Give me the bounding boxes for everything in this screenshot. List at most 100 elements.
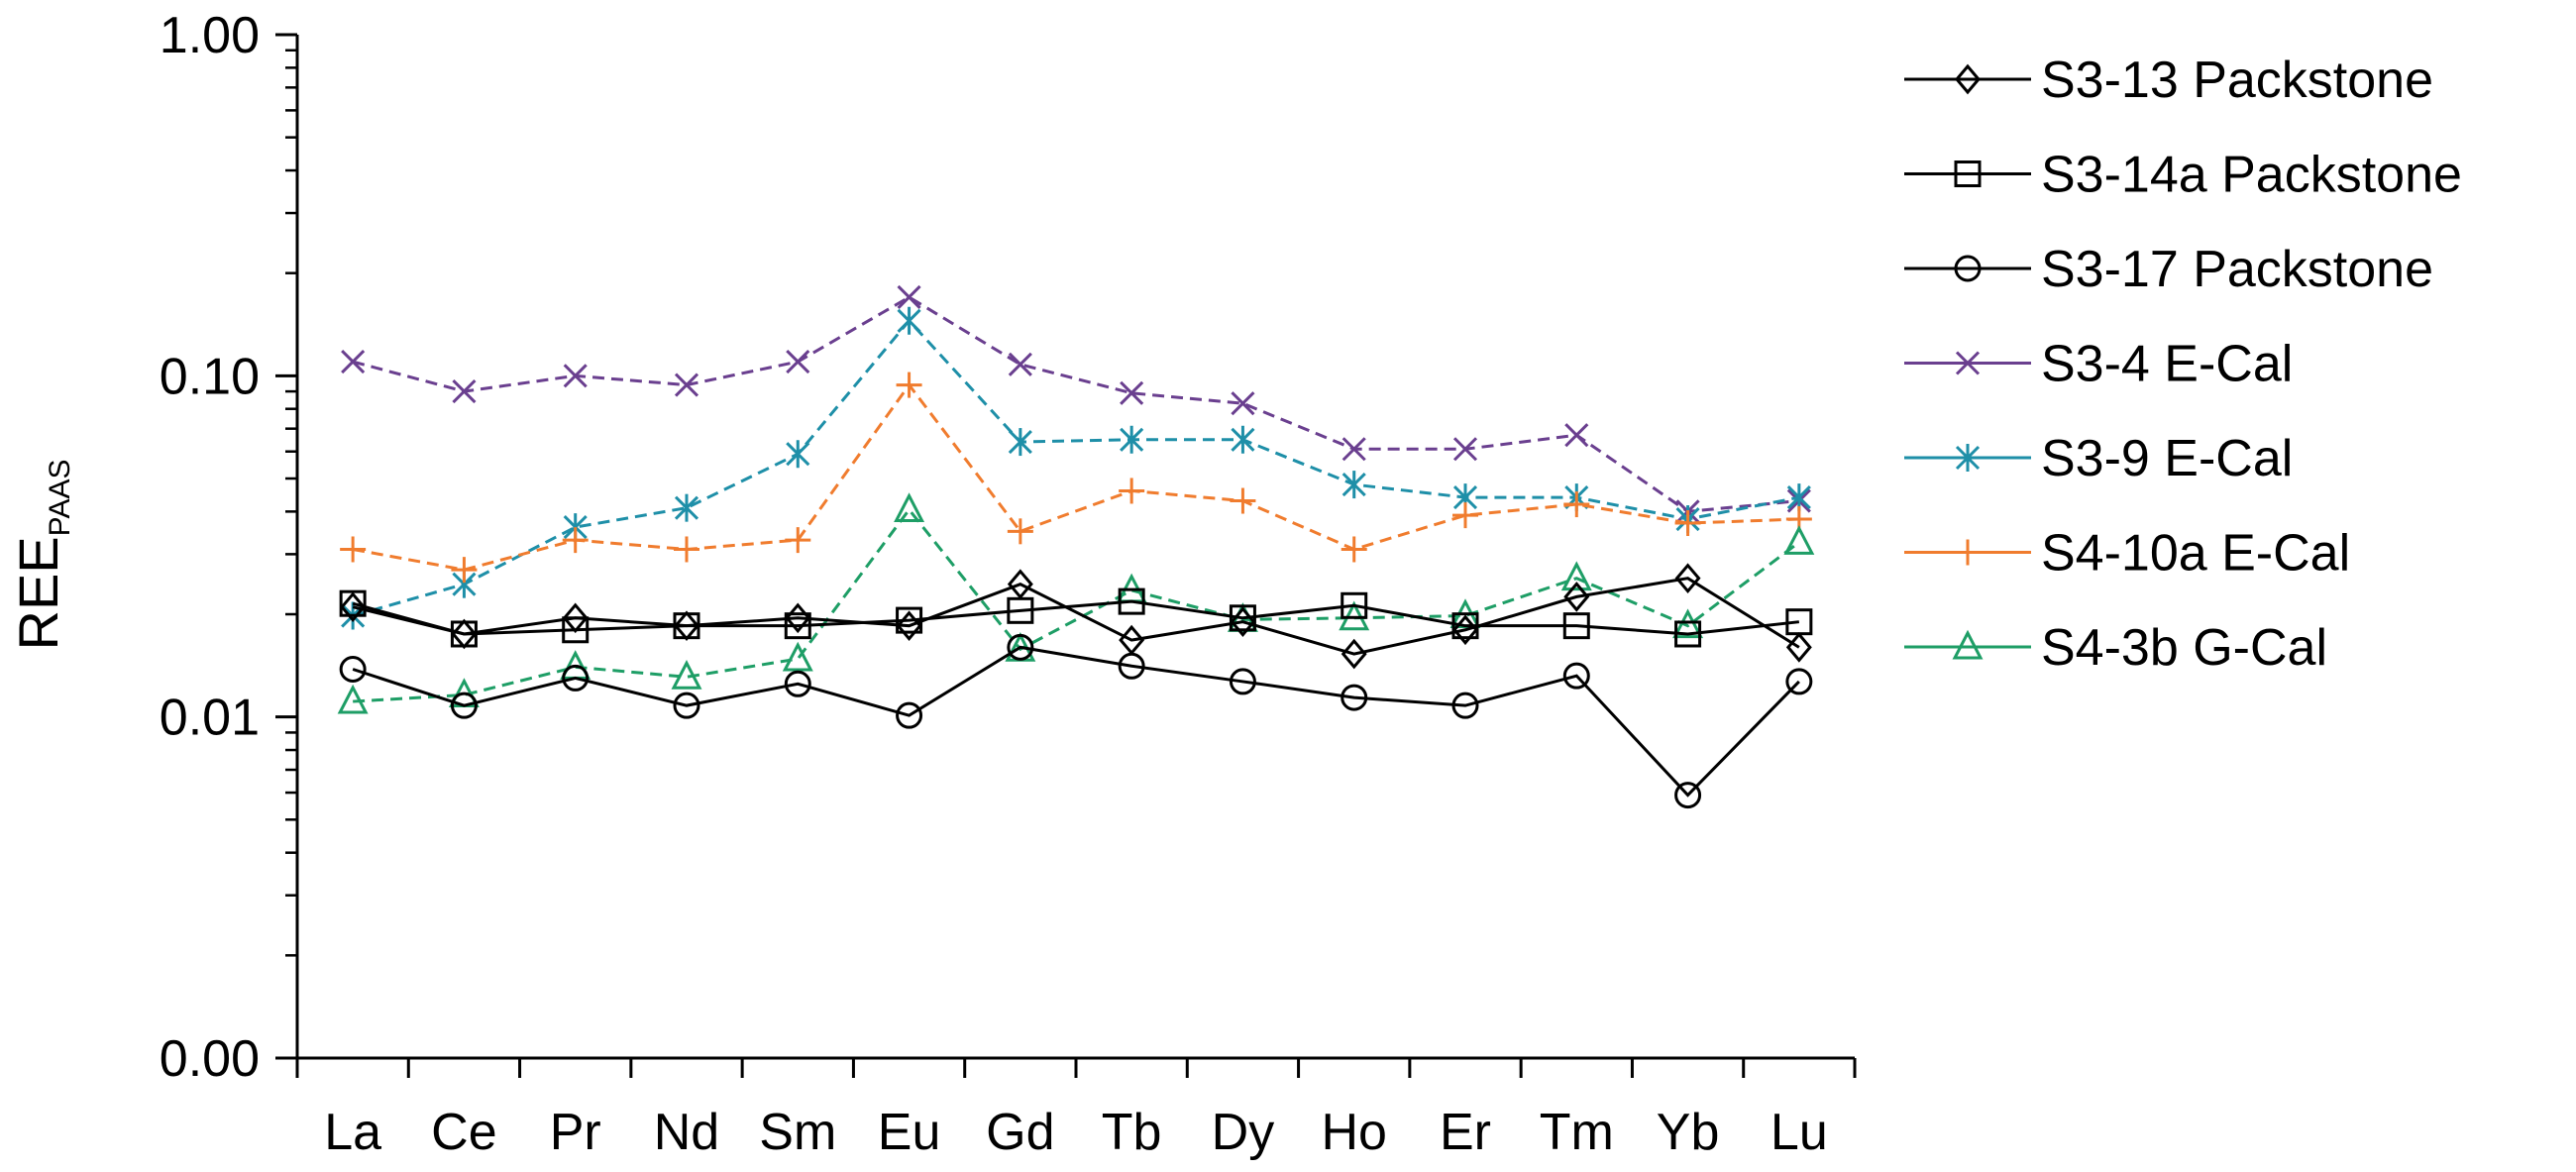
x-tick-label: Yb	[1657, 1104, 1720, 1161]
legend-label: S3-17 Packstone	[2041, 241, 2433, 298]
data-point	[1342, 471, 1366, 499]
series-4	[341, 306, 1811, 630]
data-point	[563, 364, 588, 388]
legend-label: S3-13 Packstone	[2041, 52, 2433, 109]
data-point	[341, 350, 366, 374]
x-tick-label: Ce	[431, 1104, 496, 1161]
data-point	[896, 372, 922, 398]
series-line	[352, 577, 1800, 656]
data-point	[1342, 437, 1366, 462]
data-point	[1229, 668, 1256, 695]
legend-marker	[1954, 160, 1982, 187]
data-point	[897, 284, 921, 310]
data-point	[894, 492, 925, 522]
data-point	[1785, 668, 1813, 695]
data-point	[562, 616, 590, 644]
data-point	[1562, 662, 1590, 690]
data-point	[1563, 491, 1590, 518]
data-point	[1452, 437, 1478, 462]
data-point	[1341, 684, 1368, 711]
legend-marker	[1955, 444, 1981, 472]
data-point	[452, 379, 477, 404]
series-2	[339, 633, 1813, 809]
data-point	[673, 612, 700, 640]
legend-entry: S4-10a E-Cal	[1904, 525, 2350, 583]
series-5	[340, 372, 1812, 584]
data-point	[1785, 632, 1812, 663]
data-point	[674, 536, 699, 563]
data-point	[1341, 638, 1367, 670]
data-point	[896, 701, 923, 729]
data-point	[1674, 510, 1701, 537]
data-point	[896, 606, 923, 634]
data-point	[1564, 423, 1589, 448]
data-point	[782, 641, 813, 672]
data-point	[671, 660, 702, 690]
y-tick-label: 0.10	[160, 348, 260, 405]
legend-label: S4-3b G-Cal	[2041, 619, 2327, 677]
x-tick-label: La	[324, 1104, 381, 1161]
y-tick-label: 0.01	[160, 690, 260, 747]
x-tick-label: Eu	[878, 1104, 941, 1161]
y-tick-label: 0.00	[160, 1030, 260, 1088]
data-point	[339, 656, 367, 684]
legend-entry: S3-4 E-Cal	[1904, 336, 2293, 393]
data-point	[1785, 608, 1813, 636]
x-tick-label: Nd	[654, 1104, 719, 1161]
x-tick-label: Dy	[1212, 1104, 1275, 1161]
axes: 1.00 0.10 0.01 0.00 La Ce Pr Nd Sm Eu Gd Tb Dy Ho Er Tm…	[160, 7, 1857, 1161]
data-point	[786, 350, 810, 374]
x-tick-label: Tm	[1540, 1104, 1614, 1161]
data-point	[339, 589, 367, 617]
legend-entry: S3-9 E-Cal	[1904, 430, 2293, 487]
data-point	[1118, 587, 1145, 615]
data-point	[1007, 596, 1034, 624]
data-point	[451, 557, 478, 584]
data-point	[674, 373, 699, 397]
series-line	[352, 599, 1800, 636]
data-point	[1120, 380, 1144, 405]
legend-marker	[1955, 351, 1981, 375]
legend-label: S3-4 E-Cal	[2041, 336, 2293, 393]
legend-marker	[1954, 255, 1982, 282]
data-point	[1560, 561, 1592, 591]
data-point	[1120, 425, 1144, 454]
x-tick-label: Sm	[759, 1104, 836, 1161]
legend-entry: S3-17 Packstone	[1904, 241, 2433, 298]
legend-marker	[1955, 63, 1981, 95]
data-point	[1007, 569, 1033, 599]
y-tick-label: 1.00	[160, 7, 260, 64]
legend-entry: S3-13 Packstone	[1904, 52, 2433, 109]
series-3	[341, 284, 1811, 524]
x-tick-label: Gd	[986, 1104, 1054, 1161]
data-point	[450, 620, 478, 648]
series-line	[353, 507, 1800, 703]
data-point	[450, 692, 478, 719]
data-point	[562, 527, 589, 554]
data-point	[784, 612, 811, 640]
series-6	[337, 492, 1815, 714]
data-point	[1451, 612, 1479, 640]
x-tick-label: Lu	[1771, 1104, 1828, 1161]
legend-label: S3-14a Packstone	[2041, 147, 2462, 204]
x-tick-label: Tb	[1102, 1104, 1162, 1161]
legend-marker	[1955, 539, 1981, 566]
legend-label: S4-10a E-Cal	[2041, 525, 2350, 583]
data-point	[1674, 620, 1702, 648]
x-tick-label: Pr	[550, 1104, 601, 1161]
data-point	[1007, 633, 1034, 661]
data-point	[784, 670, 811, 697]
data-point	[1452, 502, 1478, 529]
x-tick-label: Er	[1440, 1104, 1491, 1161]
data-point	[1563, 582, 1590, 612]
data-point	[1118, 652, 1145, 680]
data-point	[785, 527, 811, 554]
data-point	[1230, 487, 1256, 514]
plot-area	[337, 284, 1815, 809]
data-point	[1119, 478, 1145, 504]
data-point	[786, 440, 810, 469]
data-point	[1451, 692, 1479, 719]
series-line	[352, 295, 1800, 513]
legend-marker	[1952, 629, 1984, 660]
